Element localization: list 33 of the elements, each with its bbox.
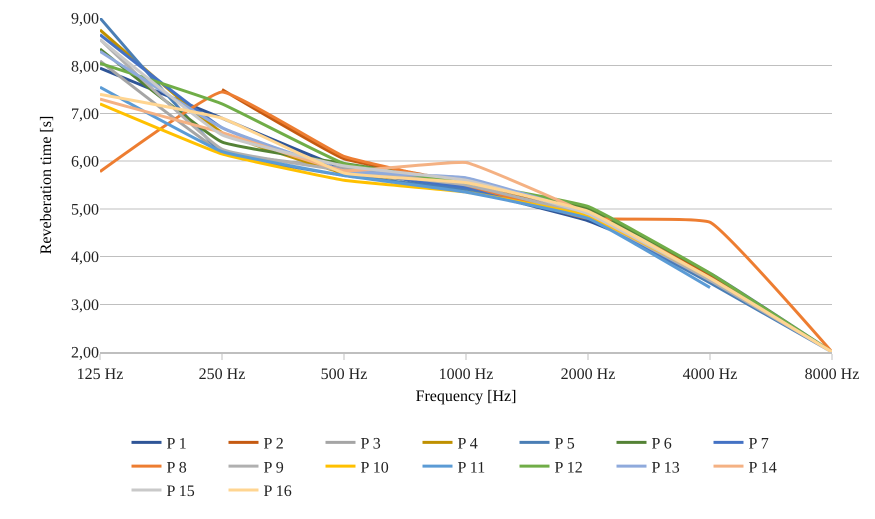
legend-label: P 16 <box>264 483 292 500</box>
x-tick-label: 250 Hz <box>198 366 246 383</box>
legend-label: P 7 <box>748 436 769 453</box>
y-tick-label: 2,00 <box>71 344 99 362</box>
legend-label: P 3 <box>360 436 381 453</box>
legend-label: P 1 <box>166 436 187 453</box>
y-tick-label: 6,00 <box>71 154 99 171</box>
y-tick-label: 4,00 <box>71 249 99 266</box>
y-tick-label: 9,00 <box>71 10 99 28</box>
y-tick-label: 3,00 <box>71 296 99 314</box>
x-tick-label: 2000 Hz <box>560 366 616 383</box>
x-tick-label: 1000 Hz <box>438 366 494 383</box>
x-tick-label: 4000 Hz <box>682 366 738 383</box>
legend-label: P 8 <box>166 459 187 476</box>
y-tick-label: 5,00 <box>71 201 99 218</box>
legend-label: P 10 <box>360 459 389 476</box>
legend-label: P 12 <box>554 459 583 476</box>
x-tick-label: 500 Hz <box>320 366 368 383</box>
legend-label: P 11 <box>458 459 486 476</box>
y-tick-label: 7,00 <box>71 106 99 124</box>
x-tick-label: 8000 Hz <box>804 366 860 383</box>
x-tick-label: 125 Hz <box>76 366 124 383</box>
legend-label: P 2 <box>264 436 284 453</box>
legend-label: P 4 <box>458 436 478 453</box>
y-tick-label: 8,00 <box>71 58 99 76</box>
legend-label: P 9 <box>264 459 284 476</box>
legend-label: P 5 <box>554 436 575 453</box>
x-axis-title: Frequency [Hz] <box>416 388 516 406</box>
legend-label: P 13 <box>652 459 680 476</box>
y-axis-title: Reveberation time [s] <box>38 116 55 254</box>
legend-label: P 15 <box>166 483 195 500</box>
legend-label: P 14 <box>748 459 777 476</box>
legend-label: P 6 <box>652 436 672 453</box>
